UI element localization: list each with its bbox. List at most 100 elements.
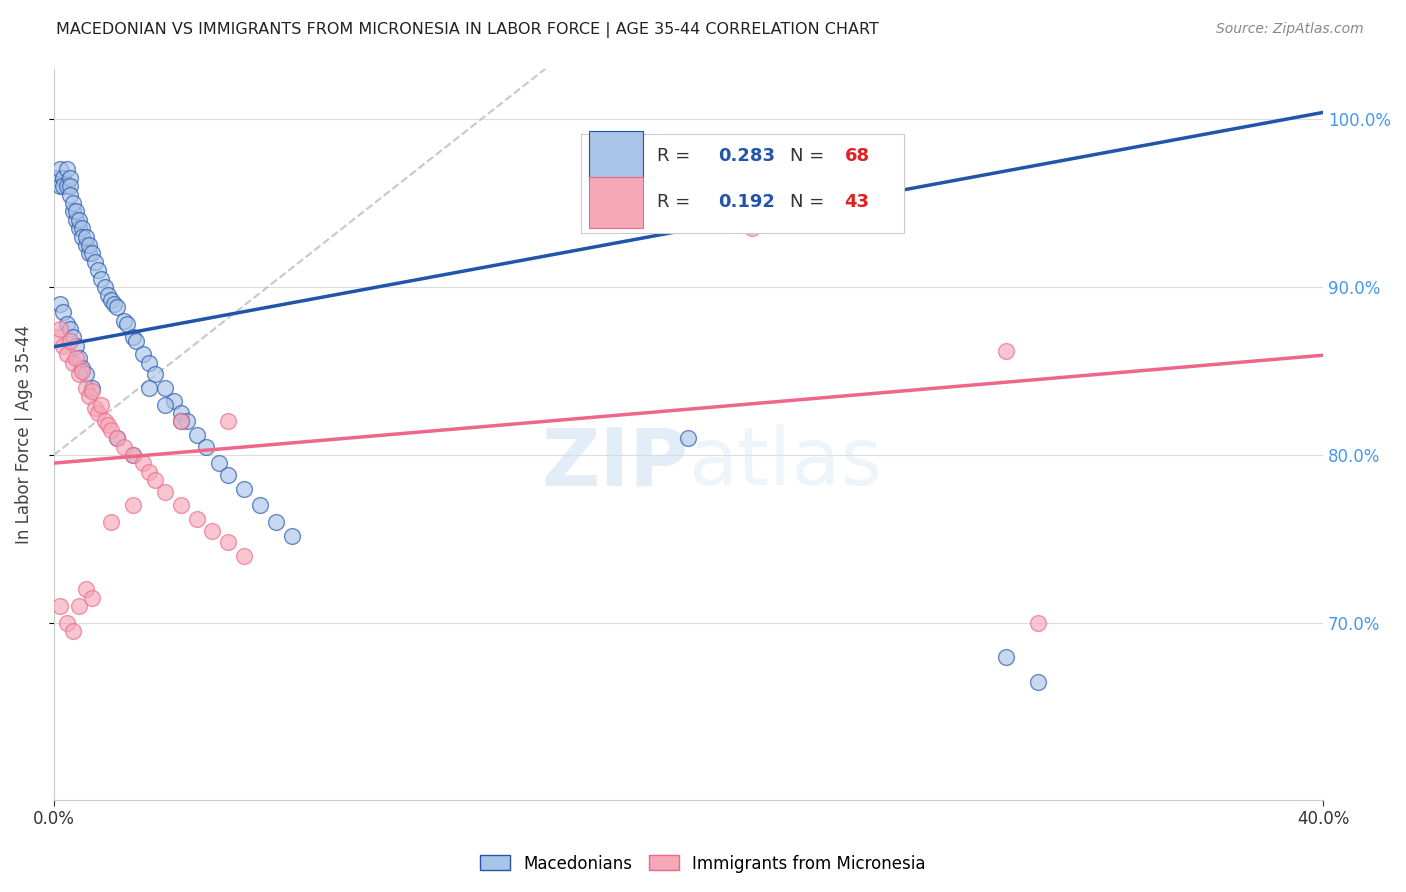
Point — [217, 468, 239, 483]
Point — [138, 465, 160, 479]
Point — [97, 288, 120, 302]
Point — [131, 457, 153, 471]
Point — [170, 499, 193, 513]
Point — [153, 398, 176, 412]
FancyBboxPatch shape — [589, 177, 643, 228]
Point — [55, 616, 77, 631]
Point — [65, 204, 87, 219]
Point — [65, 212, 87, 227]
Point — [100, 423, 122, 437]
Point — [52, 170, 75, 185]
Point — [67, 599, 90, 614]
Text: 43: 43 — [845, 194, 869, 211]
Text: N =: N = — [790, 194, 830, 211]
Point — [153, 485, 176, 500]
Point — [105, 431, 128, 445]
Text: MACEDONIAN VS IMMIGRANTS FROM MICRONESIA IN LABOR FORCE | AGE 35-44 CORRELATION : MACEDONIAN VS IMMIGRANTS FROM MICRONESIA… — [56, 22, 879, 38]
Point — [90, 271, 112, 285]
Point — [122, 448, 145, 462]
Point — [52, 305, 75, 319]
Point — [59, 187, 82, 202]
Point — [75, 582, 97, 597]
Point — [201, 524, 224, 538]
Point — [49, 322, 72, 336]
Point — [49, 297, 72, 311]
Point — [112, 313, 135, 327]
Point — [170, 414, 193, 428]
Point — [80, 591, 103, 605]
Point — [46, 330, 69, 344]
Point — [72, 364, 94, 378]
Point — [186, 428, 208, 442]
Point — [97, 417, 120, 432]
Point — [994, 649, 1017, 664]
Legend: Macedonians, Immigrants from Micronesia: Macedonians, Immigrants from Micronesia — [474, 848, 932, 880]
Point — [176, 414, 198, 428]
Text: 0.283: 0.283 — [717, 147, 775, 165]
Text: atlas: atlas — [689, 425, 883, 502]
Point — [678, 431, 700, 445]
Point — [217, 414, 239, 428]
Point — [1026, 674, 1049, 689]
Point — [100, 515, 122, 529]
Point — [62, 624, 84, 639]
Point — [138, 381, 160, 395]
Point — [80, 246, 103, 260]
Point — [195, 440, 218, 454]
Point — [62, 356, 84, 370]
Text: ZIP: ZIP — [541, 425, 689, 502]
Text: Source: ZipAtlas.com: Source: ZipAtlas.com — [1216, 22, 1364, 37]
Point — [49, 179, 72, 194]
Point — [145, 368, 167, 382]
Point — [52, 179, 75, 194]
Point — [115, 317, 138, 331]
Point — [62, 204, 84, 219]
FancyBboxPatch shape — [581, 135, 904, 233]
Point — [75, 229, 97, 244]
Point — [138, 356, 160, 370]
Point — [264, 515, 287, 529]
Point — [67, 368, 90, 382]
Point — [93, 280, 115, 294]
Point — [84, 401, 107, 415]
Point — [100, 293, 122, 308]
Point — [75, 368, 97, 382]
Point — [52, 339, 75, 353]
Point — [87, 263, 110, 277]
Point — [67, 221, 90, 235]
Point — [55, 347, 77, 361]
Point — [46, 170, 69, 185]
Point — [125, 334, 148, 348]
Text: N =: N = — [790, 147, 830, 165]
Text: 68: 68 — [845, 147, 870, 165]
Point — [105, 431, 128, 445]
Point — [65, 339, 87, 353]
Point — [72, 229, 94, 244]
Point — [103, 297, 125, 311]
Text: 0.192: 0.192 — [717, 194, 775, 211]
Point — [55, 179, 77, 194]
Point — [72, 360, 94, 375]
Point — [62, 196, 84, 211]
Point — [281, 529, 304, 543]
Point — [105, 300, 128, 314]
Point — [741, 221, 763, 235]
Point — [90, 398, 112, 412]
Point — [122, 499, 145, 513]
Point — [145, 473, 167, 487]
Point — [994, 343, 1017, 358]
Point — [93, 414, 115, 428]
Point — [59, 322, 82, 336]
Point — [131, 347, 153, 361]
Point — [59, 170, 82, 185]
Point — [233, 482, 256, 496]
Point — [75, 238, 97, 252]
Point — [59, 334, 82, 348]
Text: R =: R = — [657, 194, 696, 211]
Point — [249, 499, 271, 513]
Point — [65, 351, 87, 365]
Point — [77, 246, 100, 260]
Point — [163, 394, 186, 409]
Point — [233, 549, 256, 563]
Point — [62, 330, 84, 344]
